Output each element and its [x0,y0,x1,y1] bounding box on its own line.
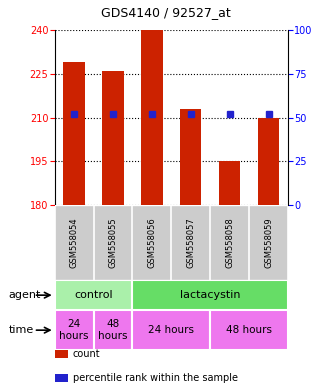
Bar [55,310,93,350]
Bar [219,161,240,205]
Bar [132,280,288,310]
Text: agent: agent [8,290,41,300]
Text: GSM558054: GSM558054 [70,217,78,268]
Bar [258,118,279,205]
Bar [63,62,85,205]
Text: lactacystin: lactacystin [180,290,240,300]
Text: GSM558058: GSM558058 [225,217,234,268]
Text: GSM558057: GSM558057 [186,217,195,268]
Bar [180,109,202,205]
Bar [55,280,132,310]
Text: GSM558055: GSM558055 [109,217,118,268]
Text: 48
hours: 48 hours [98,319,128,341]
Bar [93,310,132,350]
Text: 24
hours: 24 hours [59,319,89,341]
Text: GDS4140 / 92527_at: GDS4140 / 92527_at [101,6,230,19]
Text: 24 hours: 24 hours [148,325,194,335]
Text: control: control [74,290,113,300]
Bar [141,30,163,205]
Bar [210,310,288,350]
Bar [102,71,124,205]
Text: time: time [8,325,33,335]
Bar [132,310,210,350]
Text: count: count [73,349,100,359]
Text: 48 hours: 48 hours [226,325,272,335]
Text: percentile rank within the sample: percentile rank within the sample [73,373,238,383]
Text: GSM558059: GSM558059 [264,217,273,268]
Text: GSM558056: GSM558056 [147,217,156,268]
